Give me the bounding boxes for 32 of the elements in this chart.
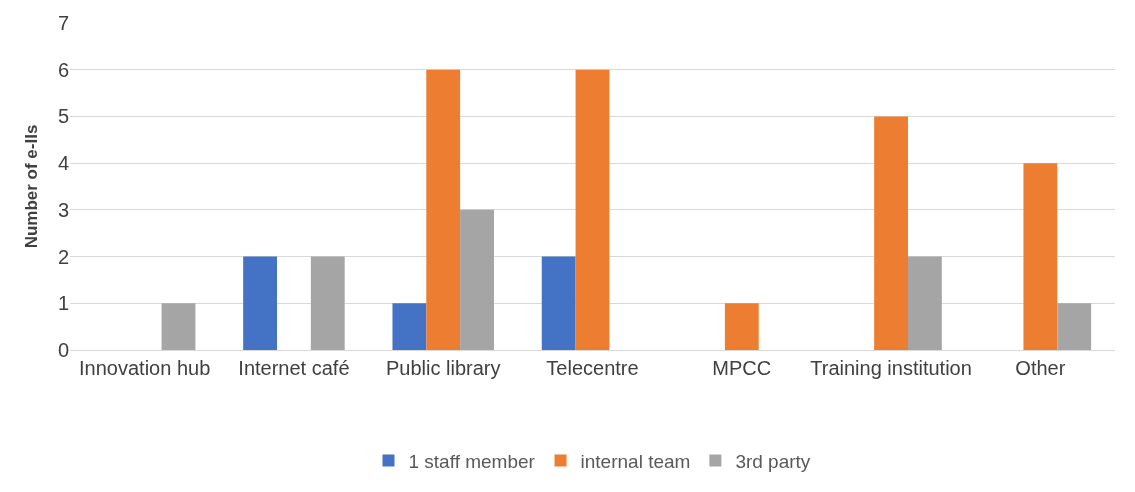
- y-tick-label: 6: [57, 58, 69, 81]
- bar: [310, 256, 345, 350]
- bar: [907, 256, 942, 350]
- y-tick-label: 5: [57, 105, 69, 128]
- x-tick-label: Telecentre: [546, 357, 639, 379]
- y-tick-label: 0: [57, 339, 69, 361]
- y-tick-label: 7: [57, 12, 69, 34]
- bar: [392, 303, 427, 350]
- y-tick-label: 3: [57, 198, 69, 221]
- y-tick-label: 1: [57, 292, 69, 315]
- bar: [541, 256, 576, 350]
- y-tick-label: 2: [57, 245, 69, 268]
- bar: [724, 303, 759, 350]
- x-tick-label: Innovation hub: [79, 357, 211, 379]
- bar: [426, 69, 461, 350]
- x-tick-label: Other: [1015, 357, 1066, 379]
- bar: [874, 116, 908, 350]
- bar: [1023, 163, 1058, 350]
- legend-label: 3rd party: [735, 450, 811, 472]
- x-tick-label: Internet café: [238, 357, 350, 379]
- x-tick-label: MPCC: [712, 357, 772, 379]
- y-axis-title: Number of e-IIs: [22, 124, 42, 249]
- bar: [1057, 303, 1092, 350]
- x-tick-label: Public library: [385, 357, 501, 379]
- y-tick-label: 4: [57, 152, 69, 175]
- bar: [575, 69, 610, 350]
- legend-label: 1 staff member: [408, 450, 536, 472]
- bar: [243, 256, 278, 350]
- bar: [161, 303, 196, 350]
- x-tick-label: Training institution: [810, 357, 972, 379]
- bar: [460, 209, 494, 350]
- legend-label: internal team: [580, 450, 691, 472]
